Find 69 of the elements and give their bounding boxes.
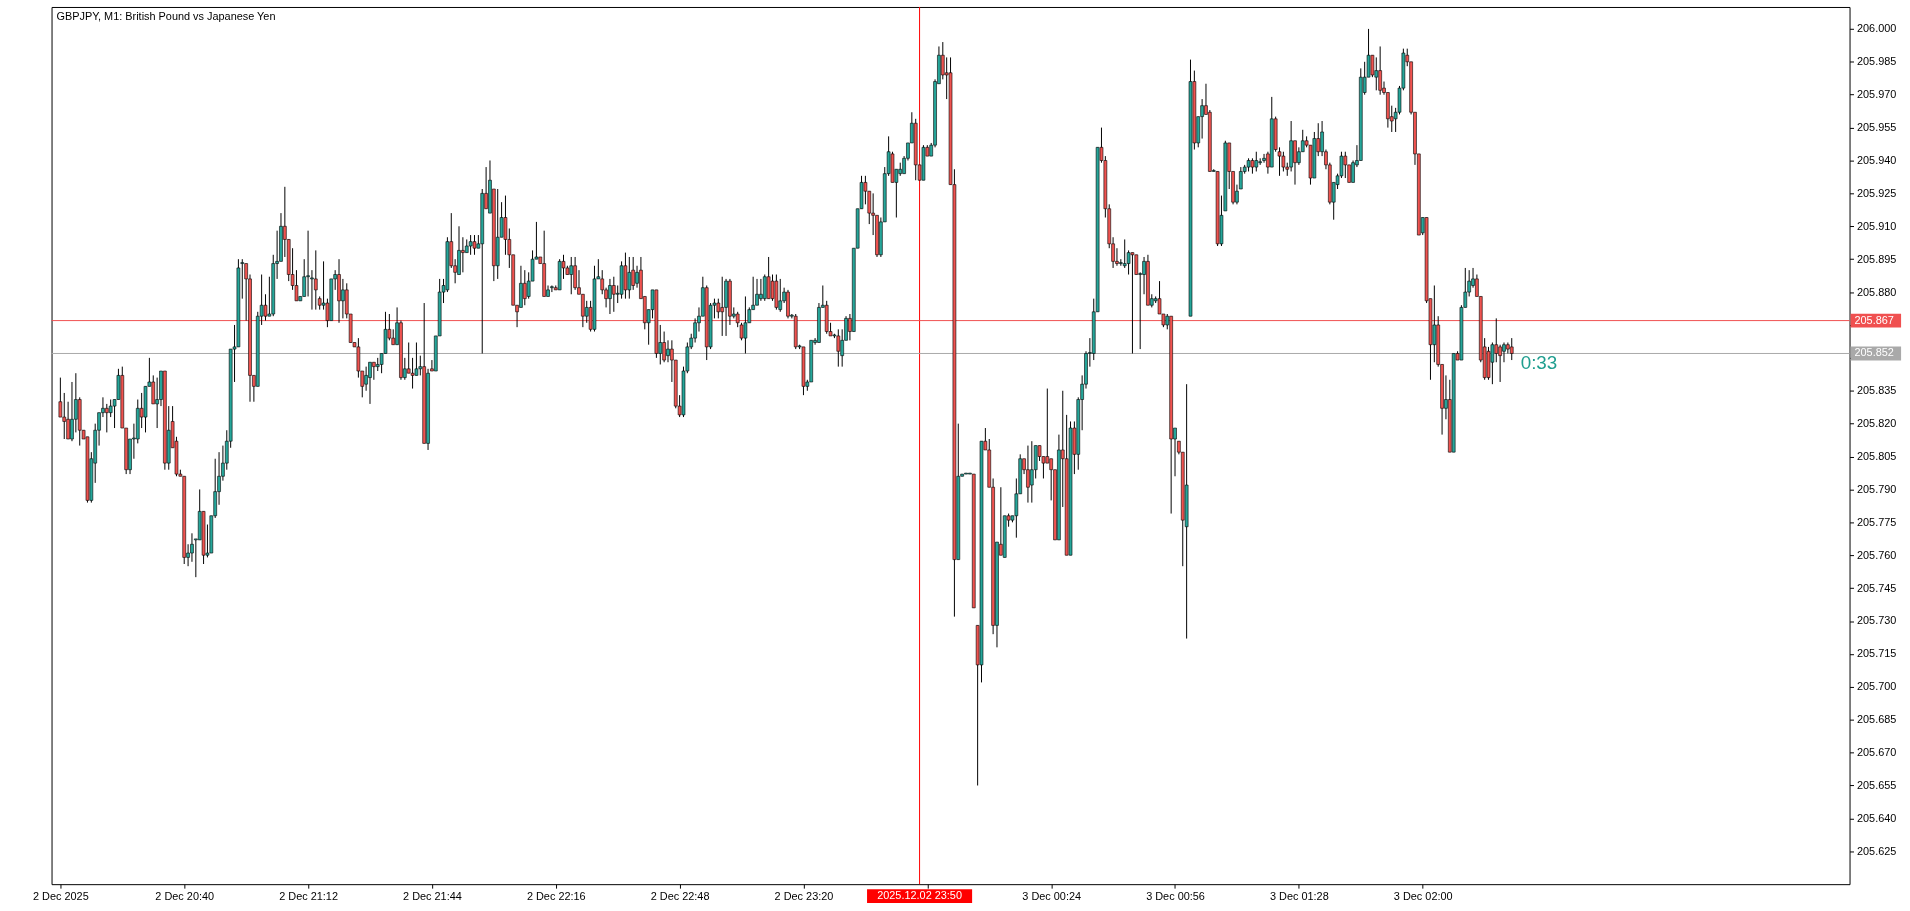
candlestick xyxy=(1026,445,1030,504)
candlestick xyxy=(612,276,616,313)
chart-title: GBPJPY, M1: British Pound vs Japanese Yen xyxy=(56,9,276,22)
y-tick-label: 205.625 xyxy=(1856,844,1897,857)
candlestick xyxy=(341,278,345,319)
x-tick-label: 2 Dec 21:12 xyxy=(279,889,338,902)
candlestick xyxy=(836,328,841,368)
x-tick-label: 3 Dec 02:00 xyxy=(1393,889,1453,902)
candlestick xyxy=(1374,56,1379,91)
y-tick-label: 205.805 xyxy=(1856,450,1897,463)
x-tick-label: 2 Dec 21:44 xyxy=(403,889,462,902)
y-tick-label: 205.685 xyxy=(1856,713,1897,726)
candlestick xyxy=(62,392,67,440)
candlestick xyxy=(716,298,721,319)
candlestick xyxy=(372,361,376,381)
y-tick-label: 205.970 xyxy=(1856,88,1897,101)
candlestick xyxy=(1262,153,1266,164)
candlestick xyxy=(759,278,763,302)
candlestick xyxy=(314,249,318,311)
candlestick xyxy=(461,236,465,273)
x-tick-label: 2 Dec 23:20 xyxy=(774,889,834,902)
y-tick-label: 205.880 xyxy=(1856,285,1897,298)
y-tick-label: 205.655 xyxy=(1856,778,1897,791)
candlestick xyxy=(569,256,574,295)
candlestick xyxy=(608,278,612,315)
y-tick-label: 205.760 xyxy=(1856,548,1897,561)
y-tick-label: 205.910 xyxy=(1856,219,1897,232)
candlestick xyxy=(523,269,527,306)
y-tick-label: 205.700 xyxy=(1856,680,1897,693)
y-tick-label: 205.640 xyxy=(1856,811,1897,824)
y-tick-label: 206.000 xyxy=(1856,22,1897,35)
candlestick xyxy=(573,256,577,291)
x-tick-label: 2 Dec 22:48 xyxy=(650,889,710,902)
candlestick xyxy=(368,361,372,405)
x-tick-label: 2 Dec 20:40 xyxy=(155,889,215,902)
y-tick-label: 205.820 xyxy=(1856,417,1897,430)
ref-line-label: 205.867 xyxy=(1854,313,1894,326)
y-tick-label: 205.895 xyxy=(1856,252,1897,265)
candlestick xyxy=(1281,151,1286,172)
candlestick xyxy=(666,339,670,363)
y-tick-label: 205.790 xyxy=(1856,482,1897,495)
y-tick-label: 205.715 xyxy=(1856,647,1897,660)
x-tick-label: 2 Dec 2025 xyxy=(33,889,89,902)
y-tick-label: 205.985 xyxy=(1856,55,1897,68)
x-tick-label: 3 Dec 00:56 xyxy=(1146,889,1205,902)
candlestick xyxy=(105,403,109,433)
candlestick xyxy=(410,357,415,390)
x-tick-label: 3 Dec 01:28 xyxy=(1270,889,1329,902)
candlestick xyxy=(1343,151,1348,179)
candlestick xyxy=(550,284,554,293)
candlestick xyxy=(1293,140,1297,186)
ref-line-label: 205.852 xyxy=(1854,346,1894,359)
annotation: 0:33 xyxy=(1520,352,1558,374)
y-tick-label: 205.925 xyxy=(1856,186,1897,199)
candlestick xyxy=(1200,98,1204,140)
y-tick-label: 205.955 xyxy=(1856,121,1897,134)
x-tick-label: 3 Dec 00:24 xyxy=(1022,889,1082,902)
y-tick-label: 205.775 xyxy=(1856,515,1897,528)
y-tick-label: 205.940 xyxy=(1856,153,1897,166)
candlestick xyxy=(1030,440,1034,504)
ref-line-label: 2025.12.02 23:50 xyxy=(877,889,962,902)
candlestick xyxy=(755,278,759,306)
y-tick-label: 205.835 xyxy=(1856,384,1897,397)
x-tick-label: 2 Dec 22:16 xyxy=(526,889,586,902)
y-tick-label: 205.730 xyxy=(1856,614,1897,627)
candlestick xyxy=(766,256,771,300)
y-tick-label: 205.745 xyxy=(1856,581,1897,594)
candlestick xyxy=(1378,45,1382,96)
y-tick-label: 205.670 xyxy=(1856,746,1897,759)
